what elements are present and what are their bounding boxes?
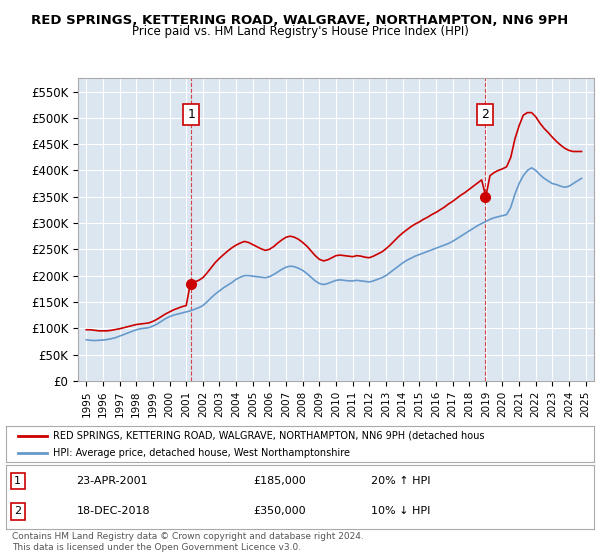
Text: £185,000: £185,000 [253, 476, 306, 486]
Text: 23-APR-2001: 23-APR-2001 [77, 476, 148, 486]
Text: 10% ↓ HPI: 10% ↓ HPI [371, 506, 430, 516]
Text: HPI: Average price, detached house, West Northamptonshire: HPI: Average price, detached house, West… [53, 448, 350, 458]
Text: RED SPRINGS, KETTERING ROAD, WALGRAVE, NORTHAMPTON, NN6 9PH (detached hous: RED SPRINGS, KETTERING ROAD, WALGRAVE, N… [53, 431, 485, 441]
Text: £350,000: £350,000 [253, 506, 305, 516]
Text: 1: 1 [14, 476, 21, 486]
Text: This data is licensed under the Open Government Licence v3.0.: This data is licensed under the Open Gov… [12, 543, 301, 552]
Text: RED SPRINGS, KETTERING ROAD, WALGRAVE, NORTHAMPTON, NN6 9PH: RED SPRINGS, KETTERING ROAD, WALGRAVE, N… [31, 14, 569, 27]
Text: 2: 2 [481, 108, 489, 121]
Text: 2: 2 [14, 506, 22, 516]
Text: Contains HM Land Registry data © Crown copyright and database right 2024.: Contains HM Land Registry data © Crown c… [12, 532, 364, 541]
Text: 18-DEC-2018: 18-DEC-2018 [77, 506, 150, 516]
Text: Price paid vs. HM Land Registry's House Price Index (HPI): Price paid vs. HM Land Registry's House … [131, 25, 469, 38]
Text: 20% ↑ HPI: 20% ↑ HPI [371, 476, 430, 486]
Text: 1: 1 [187, 108, 195, 121]
